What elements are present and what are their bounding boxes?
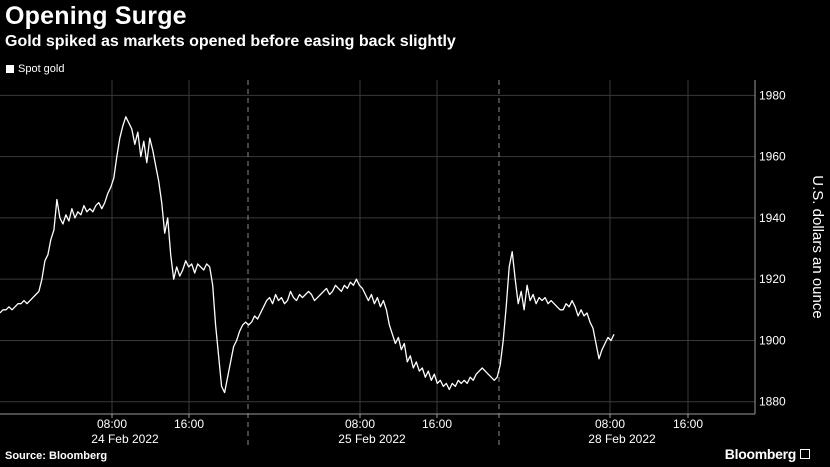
x-tick-label: 16:00 <box>673 417 703 431</box>
y-tick-label: 1940 <box>759 211 786 225</box>
x-tick-label: 08:00 <box>595 417 625 431</box>
chart-subtitle: Gold spiked as markets opened before eas… <box>5 33 456 50</box>
date-label: 28 Feb 2022 <box>588 432 656 446</box>
chart-title: Opening Surge <box>5 2 187 30</box>
y-tick-label: 1880 <box>759 395 786 409</box>
chart-icon <box>800 449 810 459</box>
x-tick-label: 08:00 <box>97 417 127 431</box>
x-tick-label: 16:00 <box>422 417 452 431</box>
date-label: 24 Feb 2022 <box>91 432 159 446</box>
legend-label: Spot gold <box>18 63 65 75</box>
y-tick-label: 1920 <box>759 272 786 286</box>
y-tick-label: 1900 <box>759 333 786 347</box>
y-axis-title: U.S. dollars an ounce <box>809 175 826 318</box>
series-line-spot-gold <box>0 116 615 394</box>
x-tick-label: 16:00 <box>174 417 204 431</box>
legend-swatch <box>6 65 14 73</box>
legend: Spot gold <box>6 63 64 75</box>
date-label: 25 Feb 2022 <box>338 432 406 446</box>
y-tick-label: 1980 <box>759 88 786 102</box>
source-note: Source: Bloomberg <box>5 450 108 462</box>
y-tick-label: 1960 <box>759 150 786 164</box>
x-tick-label: 08:00 <box>345 417 375 431</box>
bloomberg-logo: Bloomberg <box>724 446 797 462</box>
